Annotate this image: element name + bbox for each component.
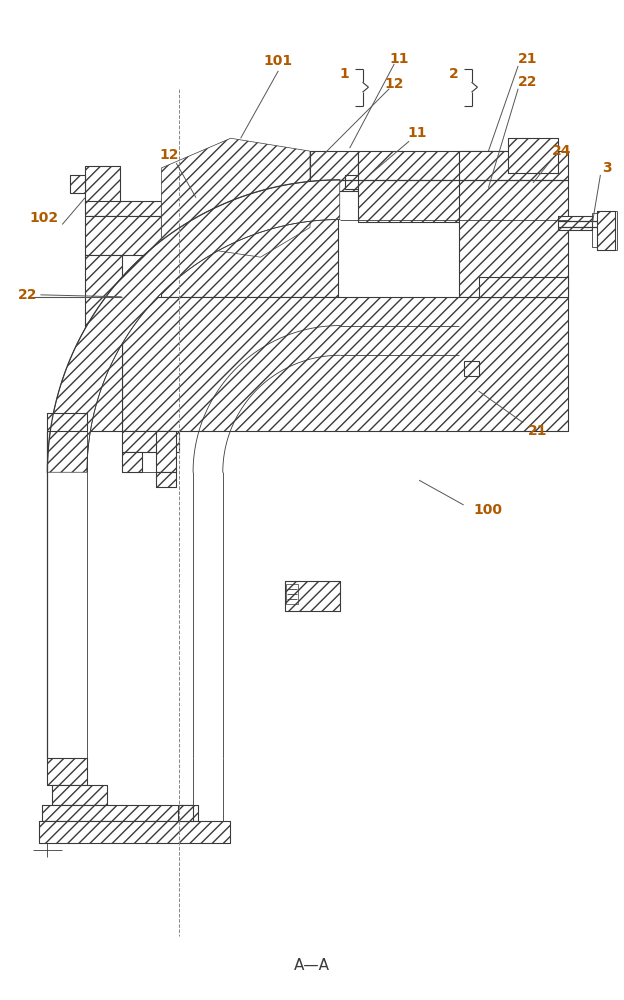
Polygon shape — [358, 151, 508, 222]
Polygon shape — [157, 472, 176, 487]
Polygon shape — [70, 175, 85, 193]
Polygon shape — [47, 180, 339, 472]
Polygon shape — [85, 255, 122, 431]
Polygon shape — [122, 431, 179, 452]
Polygon shape — [39, 821, 230, 843]
Polygon shape — [344, 175, 359, 189]
Text: 21: 21 — [519, 52, 538, 66]
Polygon shape — [597, 211, 615, 250]
Polygon shape — [459, 151, 568, 297]
Polygon shape — [310, 151, 358, 191]
Polygon shape — [285, 581, 339, 611]
Polygon shape — [162, 198, 338, 297]
Text: 24: 24 — [552, 144, 572, 158]
Text: 22: 22 — [18, 288, 37, 302]
Polygon shape — [85, 166, 120, 204]
Text: 12: 12 — [160, 148, 179, 162]
Text: A—A: A—A — [294, 958, 330, 973]
Text: 22: 22 — [519, 75, 538, 89]
Text: 102: 102 — [30, 211, 59, 225]
Text: 21: 21 — [529, 424, 548, 438]
Text: 1: 1 — [340, 67, 349, 81]
Polygon shape — [85, 201, 162, 216]
Polygon shape — [47, 758, 87, 785]
Polygon shape — [162, 138, 310, 257]
Polygon shape — [558, 216, 592, 230]
Polygon shape — [479, 277, 568, 297]
Text: 100: 100 — [474, 503, 503, 517]
Polygon shape — [508, 138, 558, 173]
Polygon shape — [122, 297, 568, 431]
Polygon shape — [85, 216, 162, 255]
Text: 101: 101 — [264, 54, 293, 68]
Polygon shape — [178, 805, 193, 821]
Text: 12: 12 — [384, 77, 404, 91]
Polygon shape — [47, 413, 87, 431]
Polygon shape — [157, 431, 176, 472]
Polygon shape — [52, 785, 107, 805]
Text: 2: 2 — [449, 67, 459, 81]
Polygon shape — [122, 452, 142, 472]
Text: 3: 3 — [603, 161, 612, 175]
Polygon shape — [42, 805, 198, 821]
Text: 11: 11 — [407, 126, 427, 140]
Text: 11: 11 — [389, 52, 409, 66]
